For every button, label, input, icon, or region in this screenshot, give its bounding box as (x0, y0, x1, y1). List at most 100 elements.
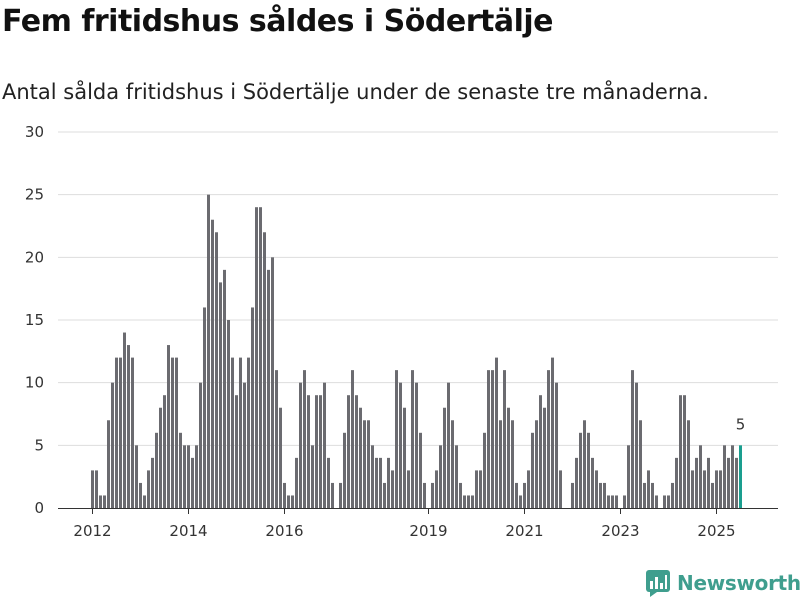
bar (711, 482, 714, 508)
bar (383, 482, 386, 508)
bar (411, 370, 414, 508)
chart-title: Fem fritidshus såldes i Södertälje (2, 4, 554, 39)
bar (491, 370, 494, 508)
bar (571, 482, 574, 508)
bar (187, 445, 190, 508)
bar (367, 420, 370, 508)
bar (499, 420, 502, 508)
bar (399, 382, 402, 508)
bar (371, 445, 374, 508)
bar (151, 457, 154, 508)
bar (731, 445, 734, 508)
bar (667, 495, 670, 508)
bar (631, 370, 634, 508)
bar (555, 382, 558, 508)
bar (719, 470, 722, 508)
bar (215, 232, 218, 508)
x-tick-label: 2019 (409, 522, 447, 540)
bar (655, 495, 658, 508)
bar (439, 445, 442, 508)
bar (687, 420, 690, 508)
bar (647, 470, 650, 508)
bar (551, 357, 554, 508)
bar (503, 370, 506, 508)
bar (143, 495, 146, 508)
bar (291, 495, 294, 508)
bar (535, 420, 538, 508)
bar (123, 332, 126, 508)
bar (199, 382, 202, 508)
bar (627, 445, 630, 508)
bar (575, 457, 578, 508)
bar (107, 420, 110, 508)
bar (343, 432, 346, 508)
bar (559, 470, 562, 508)
bar (607, 495, 610, 508)
bar (375, 457, 378, 508)
bar (723, 445, 726, 508)
bar (231, 357, 234, 508)
bar (359, 407, 362, 508)
bar (459, 482, 462, 508)
y-tick-label: 5 (34, 436, 44, 454)
bar (547, 370, 550, 508)
bar (403, 407, 406, 508)
bar (527, 470, 530, 508)
bar (395, 370, 398, 508)
bar (179, 432, 182, 508)
bar (139, 482, 142, 508)
bar (363, 420, 366, 508)
bar (235, 395, 238, 508)
bar (283, 482, 286, 508)
bar (675, 457, 678, 508)
bar (183, 445, 186, 508)
bar (127, 345, 130, 508)
bar (455, 445, 458, 508)
bar (419, 432, 422, 508)
bar (355, 395, 358, 508)
bar (587, 432, 590, 508)
bar (103, 495, 106, 508)
bar (663, 495, 666, 508)
bar (635, 382, 638, 508)
bar (251, 307, 254, 508)
bar (467, 495, 470, 508)
bar (99, 495, 102, 508)
bar (319, 395, 322, 508)
bar (671, 482, 674, 508)
bar (703, 470, 706, 508)
bar (443, 407, 446, 508)
x-tick-label: 2021 (505, 522, 543, 540)
bar (595, 470, 598, 508)
bar (347, 395, 350, 508)
bar (311, 445, 314, 508)
bar (435, 470, 438, 508)
bar (707, 457, 710, 508)
bar (539, 395, 542, 508)
bar (323, 382, 326, 508)
bar-highlight (739, 445, 742, 508)
bar (211, 219, 214, 508)
bar (591, 457, 594, 508)
bar (523, 482, 526, 508)
bar (191, 457, 194, 508)
bar (271, 257, 274, 508)
bar (463, 495, 466, 508)
x-tick-label: 2016 (265, 522, 303, 540)
bar (91, 470, 94, 508)
bar (295, 457, 298, 508)
bar (615, 495, 618, 508)
bar (299, 382, 302, 508)
bar (603, 482, 606, 508)
brand-name: Newsworthy (677, 571, 800, 595)
y-tick-label: 20 (25, 248, 44, 266)
bar (331, 482, 334, 508)
bar (507, 407, 510, 508)
bar (387, 457, 390, 508)
bar (219, 282, 222, 508)
bar (307, 395, 310, 508)
bar (511, 420, 514, 508)
bar (115, 357, 118, 508)
bar (691, 470, 694, 508)
